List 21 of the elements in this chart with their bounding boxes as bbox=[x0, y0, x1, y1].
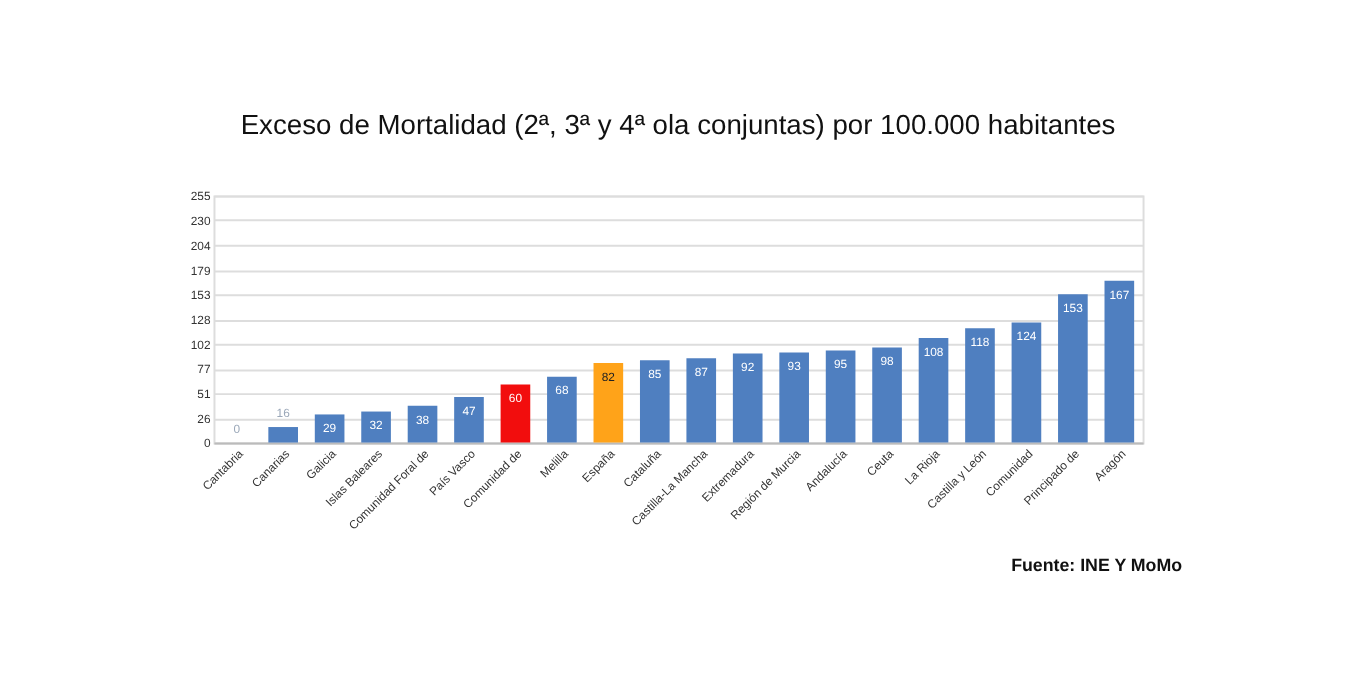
bar bbox=[593, 363, 624, 443]
bar bbox=[314, 414, 345, 443]
source-note: Fuente: INE Y MoMo bbox=[1011, 555, 1184, 576]
bar bbox=[825, 350, 856, 443]
bar bbox=[965, 328, 995, 443]
bar bbox=[547, 376, 577, 443]
bar bbox=[1011, 322, 1042, 443]
bar bbox=[732, 353, 763, 443]
bar bbox=[454, 397, 484, 443]
bar bbox=[686, 358, 717, 443]
bar bbox=[872, 347, 902, 443]
bar bbox=[361, 411, 391, 443]
bar bbox=[407, 405, 438, 443]
chart-title: Exceso de Mortalidad (2ª, 3ª y 4ª ola conjuntas) por 100.000 habitantes bbox=[240, 108, 1116, 141]
bar bbox=[268, 427, 298, 443]
bar bbox=[779, 352, 809, 443]
bar bbox=[500, 384, 531, 443]
bar bbox=[1058, 294, 1088, 443]
bar bbox=[639, 360, 670, 443]
bar bbox=[918, 337, 949, 443]
bar bbox=[1104, 280, 1135, 443]
